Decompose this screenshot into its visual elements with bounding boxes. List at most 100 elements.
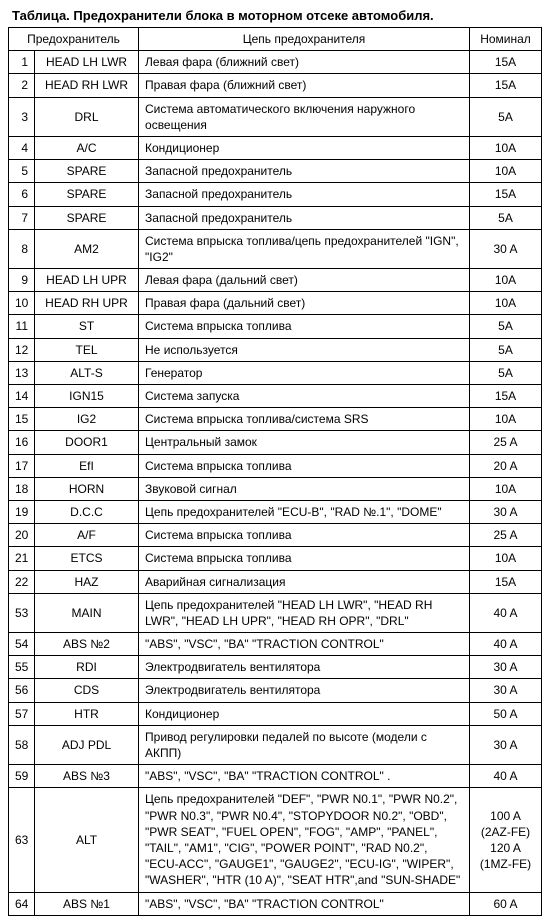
cell-nominal: 10A <box>470 477 542 500</box>
cell-circuit: Кондиционер <box>139 702 470 725</box>
table-row: 5SPAREЗапасной предохранитель10A <box>9 160 542 183</box>
cell-fuse: SPARE <box>35 183 139 206</box>
table-row: 13ALT-SГенератор5A <box>9 361 542 384</box>
cell-circuit: Система автоматического включения наружн… <box>139 97 470 136</box>
cell-circuit: "ABS", "VSC", "BA" "TRACTION CONTROL" . <box>139 765 470 788</box>
table-row: 56CDSЭлектродвигатель вентилятора30 A <box>9 679 542 702</box>
cell-fuse: ST <box>35 315 139 338</box>
cell-nominal: 15A <box>470 183 542 206</box>
cell-fuse: ETCS <box>35 547 139 570</box>
cell-fuse: AM2 <box>35 229 139 268</box>
table-row: 8AM2Система впрыска топлива/цепь предохр… <box>9 229 542 268</box>
cell-nominal: 25 A <box>470 431 542 454</box>
cell-num: 22 <box>9 570 35 593</box>
cell-fuse: HORN <box>35 477 139 500</box>
cell-nominal: 15A <box>470 74 542 97</box>
cell-nominal: 10A <box>470 547 542 570</box>
table-body: 1HEAD LH LWRЛевая фара (ближний свет)15A… <box>9 51 542 916</box>
table-title: Таблица. Предохранители блока в моторном… <box>8 8 542 23</box>
table-row: 1HEAD LH LWRЛевая фара (ближний свет)15A <box>9 51 542 74</box>
cell-nominal: 5A <box>470 361 542 384</box>
cell-nominal: 40 A <box>470 765 542 788</box>
table-row: 54ABS №2"ABS", "VSC", "BA" "TRACTION CON… <box>9 633 542 656</box>
cell-nominal: 10A <box>470 269 542 292</box>
cell-num: 4 <box>9 136 35 159</box>
cell-num: 64 <box>9 892 35 915</box>
table-row: 53MAINЦепь предохранителей "HEAD LH LWR"… <box>9 593 542 632</box>
cell-circuit: Электродвигатель вентилятора <box>139 679 470 702</box>
cell-nominal: 15A <box>470 385 542 408</box>
cell-fuse: RDI <box>35 656 139 679</box>
table-row: 6SPAREЗапасной предохранитель15A <box>9 183 542 206</box>
cell-nominal: 30 A <box>470 500 542 523</box>
cell-nominal: 15A <box>470 51 542 74</box>
cell-num: 15 <box>9 408 35 431</box>
cell-circuit: Генератор <box>139 361 470 384</box>
table-row: 64ABS №1"ABS", "VSC", "BA" "TRACTION CON… <box>9 892 542 915</box>
cell-nominal: 50 A <box>470 702 542 725</box>
cell-num: 2 <box>9 74 35 97</box>
cell-fuse: HEAD LH UPR <box>35 269 139 292</box>
cell-nominal: 5A <box>470 315 542 338</box>
table-row: 7SPAREЗапасной предохранитель5A <box>9 206 542 229</box>
table-row: 12TELНе используется5A <box>9 338 542 361</box>
cell-num: 14 <box>9 385 35 408</box>
fuse-table: Предохранитель Цепь предохранителя Номин… <box>8 27 542 916</box>
cell-fuse: HEAD RH LWR <box>35 74 139 97</box>
cell-fuse: ALT <box>35 788 139 892</box>
cell-circuit: Левая фара (дальний свет) <box>139 269 470 292</box>
cell-num: 6 <box>9 183 35 206</box>
cell-circuit: Не используется <box>139 338 470 361</box>
cell-num: 16 <box>9 431 35 454</box>
cell-circuit: Запасной предохранитель <box>139 206 470 229</box>
table-row: 59ABS №3"ABS", "VSC", "BA" "TRACTION CON… <box>9 765 542 788</box>
cell-circuit: Правая фара (ближний свет) <box>139 74 470 97</box>
cell-fuse: MAIN <box>35 593 139 632</box>
cell-nominal: 40 A <box>470 633 542 656</box>
cell-fuse: D.C.C <box>35 500 139 523</box>
table-header: Предохранитель Цепь предохранителя Номин… <box>9 28 542 51</box>
cell-circuit: Система запуска <box>139 385 470 408</box>
cell-fuse: ADJ PDL <box>35 725 139 764</box>
table-row: 9HEAD LH UPRЛевая фара (дальний свет)10A <box>9 269 542 292</box>
cell-num: 57 <box>9 702 35 725</box>
table-row: 14IGN15Система запуска15A <box>9 385 542 408</box>
cell-circuit: Цепь предохранителей "HEAD LH LWR", "HEA… <box>139 593 470 632</box>
table-row: 63ALTЦепь предохранителей "DEF", "PWR N0… <box>9 788 542 892</box>
cell-circuit: Система впрыска топлива <box>139 315 470 338</box>
cell-fuse: HEAD RH UPR <box>35 292 139 315</box>
cell-circuit: Система впрыска топлива/цепь предохранит… <box>139 229 470 268</box>
cell-fuse: CDS <box>35 679 139 702</box>
cell-fuse: SPARE <box>35 206 139 229</box>
cell-circuit: Кондиционер <box>139 136 470 159</box>
cell-num: 18 <box>9 477 35 500</box>
table-row: 22HAZАварийная сигнализация15A <box>9 570 542 593</box>
cell-circuit: Система впрыска топлива <box>139 454 470 477</box>
cell-fuse: SPARE <box>35 160 139 183</box>
cell-num: 1 <box>9 51 35 74</box>
cell-nominal: 30 A <box>470 229 542 268</box>
header-nominal: Номинал <box>470 28 542 51</box>
cell-num: 59 <box>9 765 35 788</box>
cell-fuse: ABS №1 <box>35 892 139 915</box>
cell-num: 58 <box>9 725 35 764</box>
cell-nominal: 5A <box>470 338 542 361</box>
cell-circuit: Центральный замок <box>139 431 470 454</box>
table-row: 15IG2Система впрыска топлива/система SRS… <box>9 408 542 431</box>
cell-circuit: Левая фара (ближний свет) <box>139 51 470 74</box>
cell-num: 20 <box>9 524 35 547</box>
header-circuit: Цепь предохранителя <box>139 28 470 51</box>
cell-fuse: DOOR1 <box>35 431 139 454</box>
cell-num: 5 <box>9 160 35 183</box>
cell-fuse: IGN15 <box>35 385 139 408</box>
cell-fuse: ABS №3 <box>35 765 139 788</box>
cell-circuit: "ABS", "VSC", "BA" "TRACTION CONTROL" <box>139 633 470 656</box>
table-row: 21ETCSСистема впрыска топлива10A <box>9 547 542 570</box>
cell-nominal: 15A <box>470 570 542 593</box>
cell-circuit: Цепь предохранителей "DEF", "PWR N0.1", … <box>139 788 470 892</box>
cell-num: 13 <box>9 361 35 384</box>
cell-nominal: 40 A <box>470 593 542 632</box>
cell-nominal: 5A <box>470 206 542 229</box>
cell-fuse: HEAD LH LWR <box>35 51 139 74</box>
cell-fuse: DRL <box>35 97 139 136</box>
